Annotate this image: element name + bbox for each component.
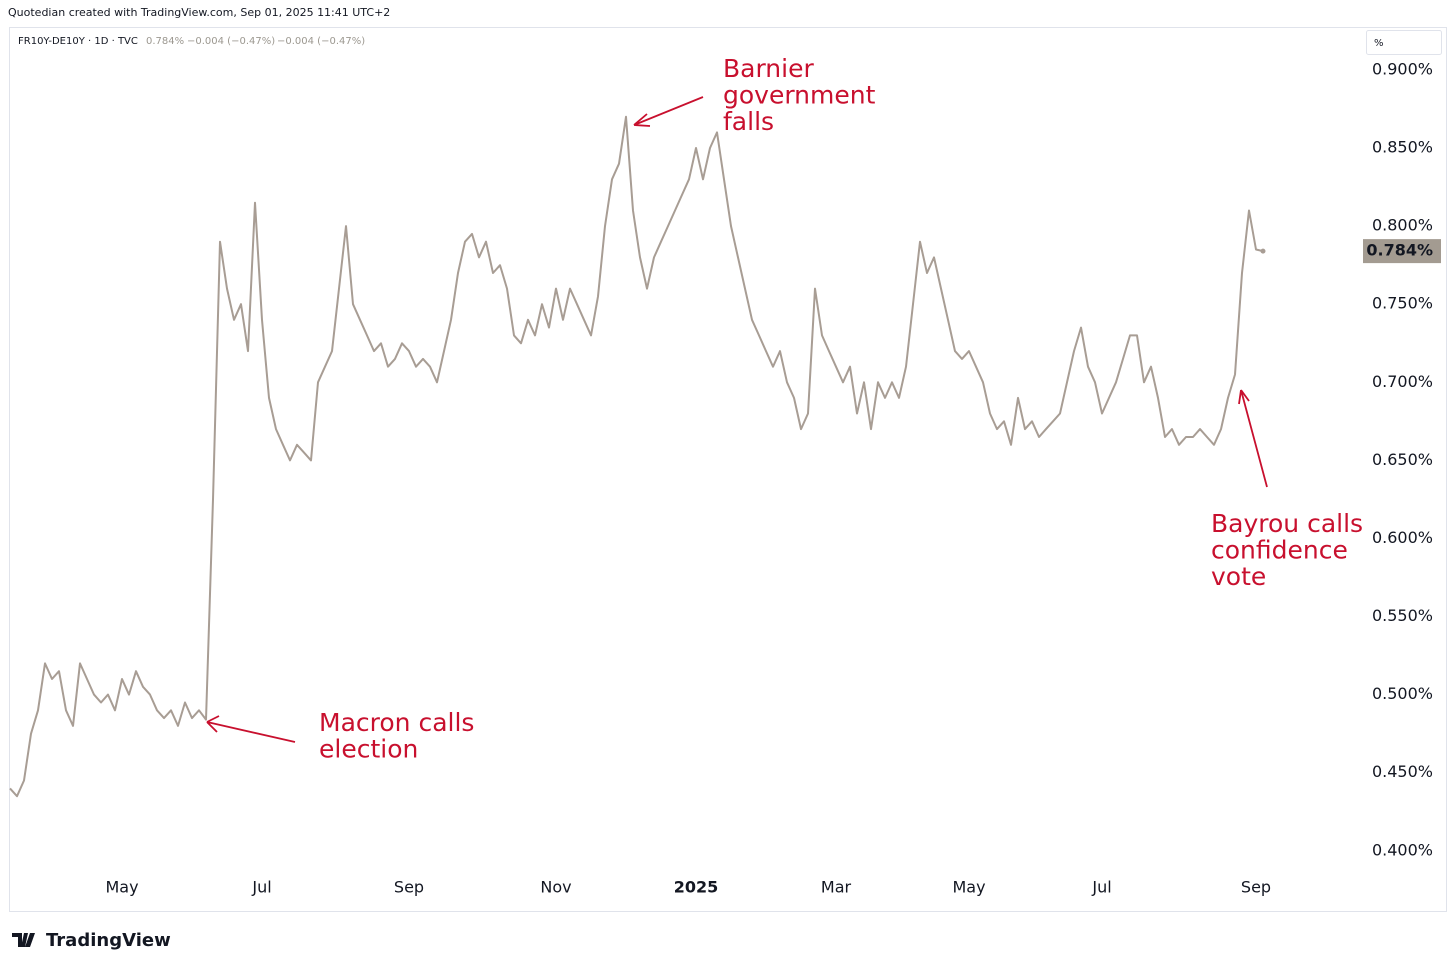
x-tick-label: May — [952, 878, 985, 897]
annotation: Bayrou calls — [1211, 509, 1363, 538]
symbol: FR10Y-DE10Y · 1D · TVC — [18, 36, 138, 47]
annotation: vote — [1211, 562, 1266, 591]
y-tick-label: 0.550% — [1372, 606, 1433, 625]
y-tick-label: 0.750% — [1372, 294, 1433, 313]
annotation: election — [319, 735, 418, 764]
annotation: government — [723, 81, 876, 110]
y-tick-label: 0.600% — [1372, 528, 1433, 547]
y-tick-label: 0.450% — [1372, 762, 1433, 781]
x-tick-label: May — [105, 878, 138, 897]
logo-text: TradingView — [46, 930, 171, 951]
logo-mark — [12, 933, 35, 947]
x-tick-label: Sep — [1241, 878, 1271, 897]
x-tick-label: Nov — [540, 878, 571, 897]
annotation: confidence — [1211, 536, 1348, 565]
y-tick-label: 0.850% — [1372, 138, 1433, 157]
line-series — [9, 115, 1264, 798]
arrow — [1238, 389, 1268, 488]
y-tick-label: 0.500% — [1372, 684, 1433, 703]
y-tick-label: 0.650% — [1372, 450, 1433, 469]
y-tick-label: 0.400% — [1372, 840, 1433, 859]
x-tick-label: Sep — [394, 878, 424, 897]
chart-frame — [9, 27, 1447, 912]
logo: TradingView — [12, 930, 171, 951]
x-tick-label: 2025 — [674, 878, 719, 897]
y-tick-label: 0.900% — [1372, 59, 1433, 78]
quote: −0.004 (−0.47%) — [277, 36, 365, 47]
last-point — [1260, 248, 1266, 254]
arrow — [633, 96, 704, 127]
x-tick-label: Jul — [1091, 878, 1111, 897]
header: Quotedian created with TradingView.com, … — [8, 6, 390, 19]
annotation: falls — [723, 107, 774, 136]
unit-label: % — [1374, 38, 1384, 49]
y-tick-label: 0.800% — [1372, 216, 1433, 235]
annotation: Barnier — [723, 54, 814, 83]
x-tick-label: Jul — [251, 878, 271, 897]
unit-box — [1366, 30, 1442, 55]
quote: 0.784% — [146, 36, 184, 47]
quote: −0.004 (−0.47%) — [187, 36, 275, 47]
last-value-tag — [1363, 239, 1441, 264]
x-tick-label: Mar — [821, 878, 852, 897]
annotation: Macron calls — [319, 708, 474, 737]
y-tick-label: 0.700% — [1372, 372, 1433, 391]
last-value-label: 0.784% — [1366, 241, 1433, 260]
arrow — [206, 715, 296, 743]
